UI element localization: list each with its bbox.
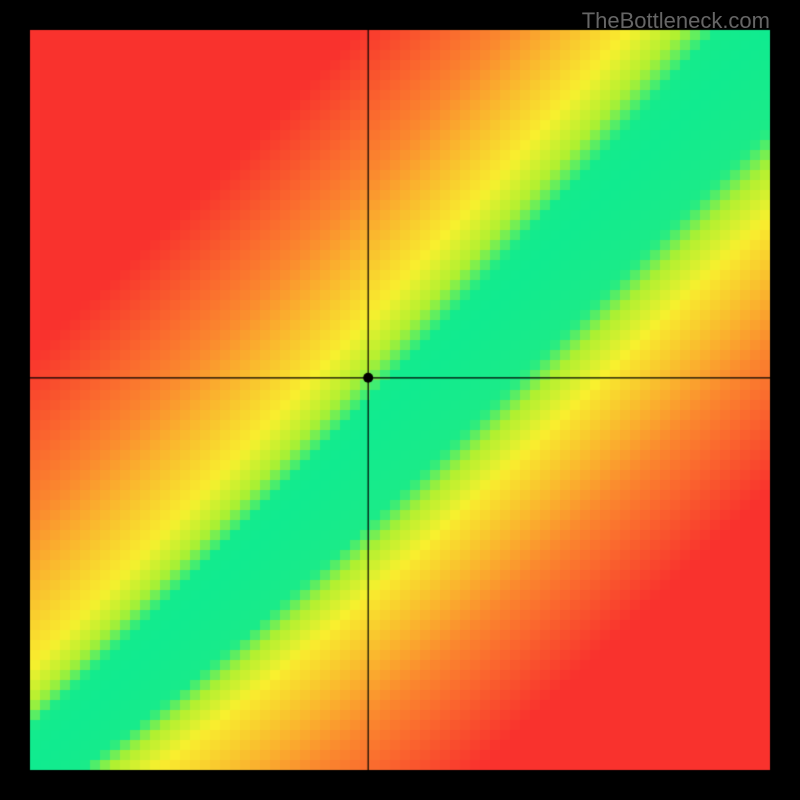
watermark-text: TheBottleneck.com bbox=[582, 8, 770, 34]
bottleneck-chart: TheBottleneck.com bbox=[0, 0, 800, 800]
heatmap-canvas bbox=[0, 0, 800, 800]
